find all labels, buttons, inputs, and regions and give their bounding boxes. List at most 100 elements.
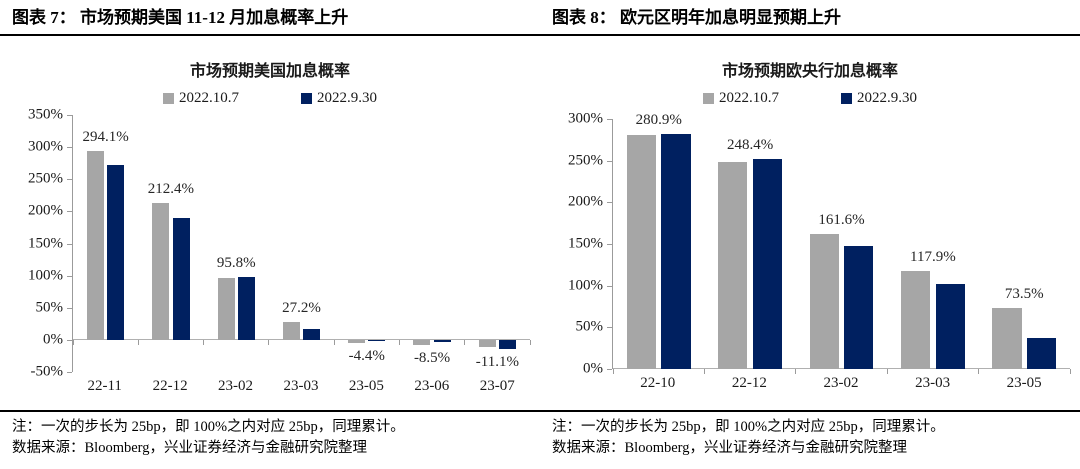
bar-group: 73.5% (979, 119, 1070, 369)
legend-label: 2022.10.7 (179, 90, 239, 106)
chart-title: 市场预期美国加息概率 (189, 63, 350, 80)
y-axis-label: 50% (35, 299, 64, 316)
y-axis: 350% 300% 250% 200% 150% 100% 50% 0% -50% (10, 107, 72, 380)
bar-2022-9-30 (935, 284, 965, 369)
x-axis-label: 23-05 (1006, 375, 1042, 391)
y-axis-label: 350% (28, 106, 63, 123)
x-axis-label: 23-02 (218, 378, 254, 394)
data-label: 212.4% (147, 181, 195, 198)
y-axis-label: 150% (28, 235, 63, 251)
note-text: 注：一次的步长为 25bp，即 100%之内对应 25bp，同理累计。 (12, 419, 405, 435)
bar-group: 248.4% (704, 119, 795, 369)
zero-axis-line (73, 338, 530, 340)
category-tick (137, 339, 139, 345)
data-label: 73.5% (1004, 285, 1044, 302)
plot-row: 300% 250% 200% 150% 100% 50% 0% 280.9% 248.4% 161… (550, 111, 1071, 377)
bar-2022-9-30 (368, 339, 386, 342)
y-tick (607, 119, 612, 120)
notes-row: 注：一次的步长为 25bp，即 100%之内对应 25bp，同理累计。 数据来源… (0, 410, 1080, 459)
bar-group: 95.8% (204, 115, 269, 372)
legend-swatch-icon (301, 93, 312, 104)
y-tick (607, 369, 612, 370)
y-axis-label: 200% (568, 193, 603, 210)
data-label: 280.9% (635, 112, 682, 129)
y-tick (607, 285, 612, 287)
bar-group: 280.9% (613, 112, 704, 369)
data-label: -11.1% (475, 353, 519, 370)
data-label: 117.9% (910, 248, 956, 265)
y-tick (67, 372, 72, 373)
y-axis-label: 300% (568, 110, 603, 127)
bar-2022-10-7 (282, 322, 300, 340)
x-axis-label: 22-12 (731, 375, 767, 391)
category-tick (703, 369, 705, 374)
x-axis-label: 22-11 (87, 378, 122, 394)
category-tick (1069, 369, 1071, 374)
x-axis-label: 22-10 (640, 375, 676, 391)
charts-row: 市场预期美国加息概率 2022.10.7 2022.9.30 350% 300% 250%… (0, 36, 1080, 395)
data-label: 294.1% (82, 128, 129, 145)
bar-2022-10-7 (478, 339, 496, 348)
bar-2022-9-30 (237, 276, 255, 340)
legend-item-0: 2022.10.7 (163, 90, 239, 107)
y-tick (67, 339, 72, 341)
y-axis-label: 250% (28, 170, 63, 187)
bar-2022-10-7 (900, 270, 931, 369)
legend-item-1: 2022.9.30 (301, 90, 377, 107)
y-tick (67, 275, 72, 277)
category-tick (203, 339, 205, 345)
legend-label: 2022.9.30 (317, 90, 377, 106)
y-tick (67, 243, 72, 245)
y-axis-label: 150% (568, 235, 603, 252)
x-axis-label: 23-03 (915, 375, 951, 391)
note-col-right: 注：一次的步长为 25bp，即 100%之内对应 25bp，同理累计。 数据来源… (540, 417, 1080, 459)
category-tick (333, 339, 335, 345)
chart-legend: 2022.10.7 2022.9.30 (550, 90, 1070, 107)
bar-2022-10-7 (809, 234, 839, 369)
bar-2022-9-30 (661, 134, 691, 369)
bar-2022-9-30 (433, 339, 451, 343)
x-axis-labels: 22-11 22-12 23-02 23-03 23-05 23-06 23-07 (72, 378, 530, 395)
bar-2022-10-7 (348, 339, 366, 343)
plot-area: 280.9% 248.4% 161.6% 117.9% 73.5% (607, 112, 1071, 374)
legend-item-1: 2022.9.30 (841, 90, 917, 107)
source-text: 数据来源：Bloomberg，兴业证券经济与金融研究院整理 (552, 440, 907, 456)
y-axis-label: 50% (575, 318, 604, 335)
y-tick (607, 160, 612, 162)
data-label: 248.4% (726, 137, 774, 154)
data-label: 161.6% (818, 212, 865, 229)
chart-legend: 2022.10.7 2022.9.30 (10, 90, 530, 107)
x-axis-label: 23-02 (823, 375, 859, 391)
figure8-header: 图表 8： 欧元区明年加息明显预期上升 (552, 8, 841, 27)
y-tick (607, 202, 612, 204)
bar-2022-10-7 (992, 307, 1022, 369)
figure7-header: 图表 7： 市场预期美国 11-12 月加息概率上升 (12, 8, 349, 27)
bar-2022-9-30 (107, 164, 125, 340)
y-axis-label: -50% (30, 363, 64, 380)
bar-2022-9-30 (303, 328, 321, 340)
note-col-left: 注：一次的步长为 25bp，即 100%之内对应 25bp，同理累计。 数据来源… (0, 417, 540, 459)
ecb-rate-hike-chart: 市场预期欧央行加息概率 2022.10.7 2022.9.30 300% 250% 200… (540, 36, 1080, 395)
y-axis-label: 300% (28, 138, 63, 155)
x-axis-label: 22-12 (152, 378, 188, 394)
y-tick (67, 211, 72, 213)
bar-group: 294.1% (73, 115, 138, 372)
bar-2022-10-7 (626, 134, 656, 369)
bar-2022-9-30 (172, 218, 190, 340)
y-axis-label: 100% (28, 267, 63, 284)
bar-2022-9-30 (498, 339, 516, 349)
legend-swatch-icon (163, 93, 174, 104)
bar-2022-10-7 (718, 162, 748, 369)
y-tick (67, 147, 72, 149)
bar-group: 117.9% (887, 119, 978, 369)
legend-item-0: 2022.10.7 (703, 90, 779, 107)
chart-title: 市场预期欧央行加息概率 (721, 63, 898, 80)
bar-group: -11.1% (465, 115, 530, 372)
category-tick (529, 339, 531, 345)
y-tick (67, 179, 72, 181)
category-tick (464, 339, 466, 345)
data-label: -4.4% (348, 347, 385, 364)
bar-2022-10-7 (217, 278, 235, 340)
bar-2022-10-7 (152, 203, 170, 340)
bar-group: 212.4% (138, 115, 203, 372)
